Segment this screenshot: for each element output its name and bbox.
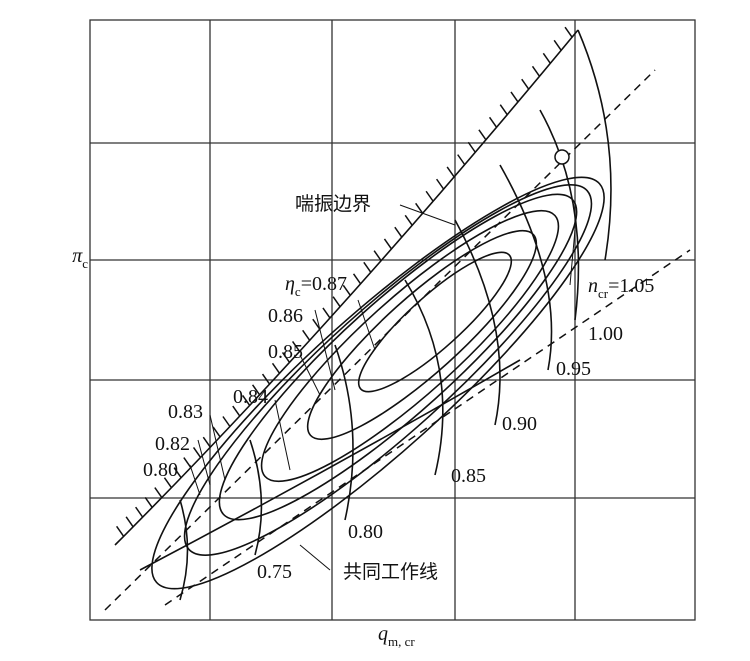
x-axis-label: qm, cr bbox=[378, 623, 415, 649]
design-point bbox=[554, 149, 570, 165]
hatch-mark bbox=[144, 496, 153, 508]
hatch-mark bbox=[342, 284, 351, 296]
efficiency-value: 0.83 bbox=[168, 401, 203, 423]
hatch-mark bbox=[212, 426, 221, 438]
hatch-mark bbox=[383, 238, 393, 250]
hatch-mark bbox=[363, 261, 372, 273]
speed-line bbox=[334, 344, 354, 521]
hatch-mark bbox=[291, 340, 301, 352]
hatch-mark bbox=[251, 384, 261, 396]
hatch-mark bbox=[242, 395, 251, 406]
hatch-mark bbox=[183, 457, 192, 469]
efficiency-value: 0.80 bbox=[143, 459, 178, 481]
hatch-mark bbox=[352, 273, 362, 285]
speed-line bbox=[179, 499, 189, 601]
hatch-mark bbox=[531, 65, 541, 77]
speed-line bbox=[539, 109, 580, 321]
efficiency-labels: 0.86 0.85 0.84 0.83 0.82 0.80 bbox=[143, 305, 303, 481]
operating-line-label: 共同工作线 bbox=[343, 561, 438, 583]
hatch-mark bbox=[457, 154, 466, 166]
dashed-line bbox=[104, 69, 656, 611]
hatch-mark bbox=[115, 525, 125, 537]
speed-line bbox=[249, 439, 263, 556]
hatch-mark bbox=[436, 178, 445, 190]
hatch-mark bbox=[135, 506, 144, 518]
hatch-mark bbox=[163, 477, 173, 489]
speed-labels: 1.00 0.95 0.90 0.85 0.80 0.75 bbox=[257, 323, 623, 583]
hatch-mark bbox=[373, 250, 382, 262]
hatch-mark bbox=[553, 39, 562, 51]
hatch-mark bbox=[510, 91, 519, 103]
hatch-mark bbox=[312, 318, 321, 330]
surge-label: 喘振边界 bbox=[295, 193, 371, 215]
hatch-mark bbox=[499, 104, 508, 116]
speed-line bbox=[454, 219, 501, 426]
hatch-mark bbox=[467, 141, 476, 153]
hatch-mark bbox=[192, 447, 202, 458]
efficiency-value: 0.84 bbox=[233, 386, 268, 408]
hatch-mark bbox=[232, 405, 241, 417]
operating-curve bbox=[139, 359, 521, 571]
efficiency-value: 0.82 bbox=[155, 433, 190, 455]
speed-value: 0.75 bbox=[257, 561, 292, 583]
hatch-mark bbox=[394, 226, 403, 238]
hatch-mark bbox=[542, 52, 551, 64]
speed-value: 0.80 bbox=[348, 521, 383, 543]
speed-value: 0.95 bbox=[556, 358, 591, 380]
speed-line bbox=[577, 29, 612, 261]
efficiency-value: 0.86 bbox=[268, 305, 303, 327]
operating-line bbox=[164, 249, 691, 606]
efficiency-contours bbox=[151, 176, 605, 590]
hatch-mark bbox=[202, 436, 211, 448]
hatch-mark bbox=[446, 166, 455, 178]
hatch-mark bbox=[281, 351, 291, 363]
hatch-mark bbox=[478, 129, 487, 141]
hatch-mark bbox=[564, 26, 573, 38]
speed-value: 0.90 bbox=[502, 413, 537, 435]
y-axis-label: πc bbox=[72, 245, 88, 271]
frame bbox=[89, 19, 696, 621]
speed-line bbox=[499, 164, 553, 371]
efficiency-label: ηc=0.87 bbox=[285, 273, 347, 299]
grid bbox=[89, 19, 696, 621]
leader-lines bbox=[189, 204, 576, 571]
speed-value: 1.00 bbox=[588, 323, 623, 345]
grid-lines bbox=[90, 20, 695, 620]
hatch-mark bbox=[415, 202, 424, 214]
hatch-mark bbox=[154, 487, 163, 498]
speed-label: ncr=1.05 bbox=[588, 275, 654, 301]
hatch-mark bbox=[425, 190, 434, 202]
hatch-mark bbox=[404, 214, 413, 226]
hatch-mark bbox=[271, 362, 281, 374]
efficiency-value: 0.85 bbox=[268, 341, 303, 363]
speed-value: 0.85 bbox=[451, 465, 486, 487]
surge-line bbox=[114, 26, 579, 546]
hatch-mark bbox=[222, 416, 231, 427]
hatch-mark bbox=[125, 516, 134, 528]
hatch-mark bbox=[322, 307, 331, 319]
hatch-mark bbox=[173, 467, 182, 479]
hatch-mark bbox=[261, 373, 271, 385]
hatch-mark bbox=[521, 78, 530, 90]
hatch-mark bbox=[332, 296, 341, 308]
hatch-mark bbox=[488, 116, 498, 128]
hatch-mark bbox=[302, 329, 311, 341]
